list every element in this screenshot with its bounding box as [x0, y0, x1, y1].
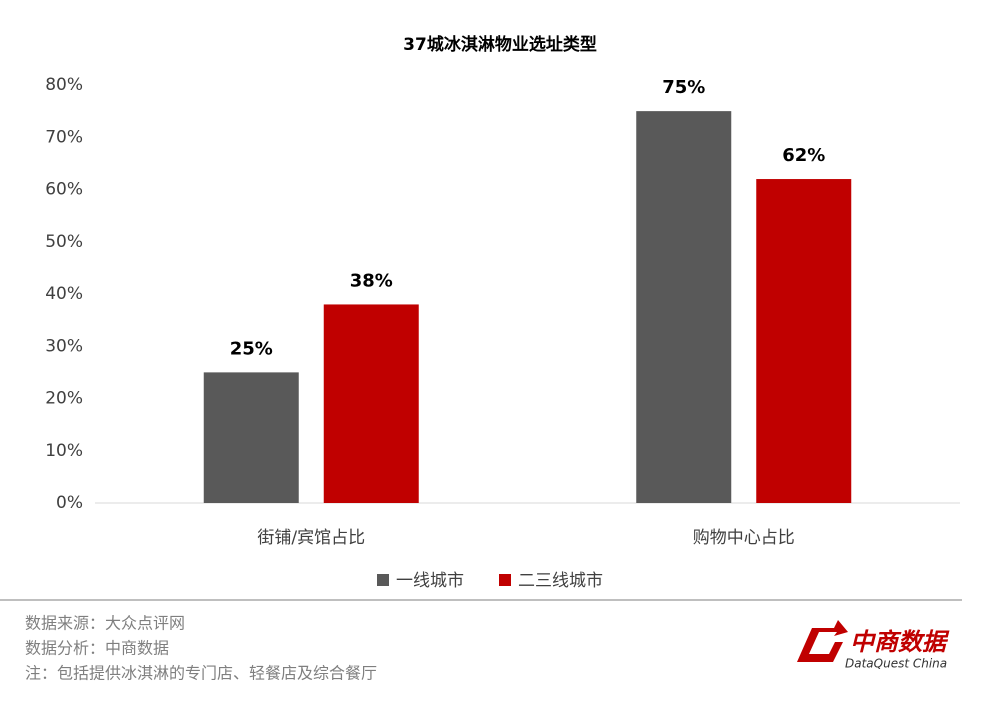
- legend-swatch: [377, 574, 389, 586]
- y-tick-label: 20%: [45, 389, 83, 409]
- logo-name: 中商数据: [850, 628, 950, 656]
- note: 数据来源：大众点评网: [25, 614, 185, 633]
- bar: [636, 111, 732, 503]
- logo-subtitle: DataQuest China: [845, 657, 947, 671]
- legend-swatch: [499, 574, 511, 586]
- bar: [756, 179, 852, 504]
- data-label: 38%: [350, 270, 393, 291]
- x-tick-label: 街铺/宾馆占比: [257, 528, 365, 548]
- y-tick-label: 0%: [56, 493, 83, 513]
- legend-label: 一线城市: [396, 571, 464, 591]
- y-tick-label: 80%: [45, 75, 83, 95]
- x-tick-label: 购物中心占比: [693, 528, 795, 548]
- data-label: 25%: [230, 338, 273, 359]
- bar: [323, 304, 419, 503]
- logo-icon: [797, 620, 848, 662]
- y-tick-label: 60%: [45, 180, 83, 200]
- data-label: 75%: [662, 77, 705, 98]
- logo: 中商数据 DataQuest China: [797, 620, 950, 671]
- note: 注：包括提供冰淇淋的专门店、轻餐店及综合餐厅: [25, 664, 377, 683]
- data-label: 62%: [782, 145, 825, 166]
- y-tick-label: 50%: [45, 232, 83, 252]
- y-tick-label: 40%: [45, 284, 83, 304]
- legend-label: 二三线城市: [518, 571, 603, 591]
- bar: [203, 372, 299, 503]
- note: 数据分析：中商数据: [25, 639, 169, 658]
- y-tick-label: 10%: [45, 441, 83, 461]
- chart-title: 37城冰淇淋物业选址类型: [403, 34, 597, 55]
- y-tick-label: 70%: [45, 127, 83, 147]
- y-tick-label: 30%: [45, 336, 83, 356]
